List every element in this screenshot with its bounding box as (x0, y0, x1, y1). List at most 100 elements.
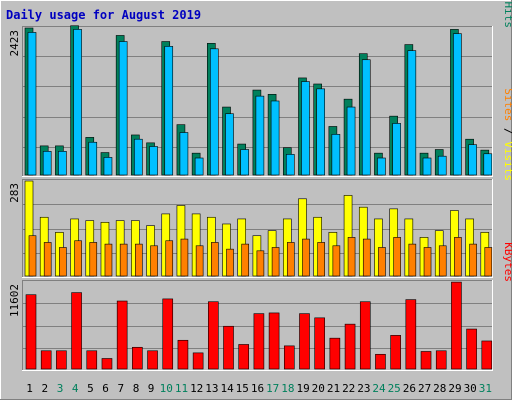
sites-bar (408, 243, 417, 277)
kbytes-bar (162, 298, 174, 370)
legend-entry: Sites (502, 88, 512, 121)
files-bar (42, 151, 52, 176)
sites-bar (119, 243, 128, 277)
x-axis-labels: 1 2 3 4 5 6 7 8 9 10 11 12 13 14 15 16 17 18 19 20 21 22 23 24 2… (26, 382, 492, 395)
files-bar (468, 144, 477, 176)
kbytes-bar (420, 351, 432, 370)
sites-bar (378, 247, 386, 277)
kbytes-bar (375, 353, 386, 370)
files-bar (331, 134, 341, 176)
sites-bar (469, 243, 477, 277)
files-bar (134, 138, 143, 176)
kbytes-bar (481, 340, 493, 370)
kbytes-bar (132, 346, 143, 370)
sites-bar (165, 240, 174, 277)
kbytes-bar (466, 328, 477, 370)
sites-bar (135, 243, 143, 277)
kbytes-bar (177, 339, 189, 370)
sites-bar (271, 247, 280, 277)
x-tick-label: 4 (72, 382, 79, 395)
x-tick-label: 2 (41, 382, 48, 395)
files-bar (346, 106, 356, 176)
kbytes-bar (40, 350, 52, 370)
x-tick-label: 23 (357, 382, 370, 395)
kbytes-bar (283, 345, 295, 370)
sites-bar (89, 242, 98, 277)
x-tick-label: 3 (57, 382, 64, 395)
x-tick-label: 26 (403, 382, 416, 395)
sites-bar (332, 245, 341, 277)
files-bar (301, 81, 310, 176)
x-tick-label: 30 (464, 382, 477, 395)
legend-entry: Hits (502, 2, 512, 29)
files-bar (225, 113, 234, 176)
sites-bar (241, 243, 250, 277)
panel-kbytes-ymax-label: 11602 (8, 284, 21, 317)
kbytes-bar (223, 325, 234, 370)
files-bar (392, 123, 401, 176)
x-tick-label: 17 (266, 382, 279, 395)
kbytes-bar (268, 312, 280, 370)
kbytes-bar (116, 300, 128, 370)
sites-bar (74, 240, 82, 277)
files-bar (179, 132, 189, 176)
sites-bar (59, 247, 67, 277)
legend-entry: / (502, 0, 512, 2)
kbytes-bar (390, 335, 401, 370)
files-bar (88, 141, 98, 176)
panel-visits-sites-ymax-label: 283 (8, 183, 21, 203)
x-tick-label: 11 (175, 382, 188, 395)
x-tick-label: 13 (205, 382, 218, 395)
kbytes-bar (56, 350, 67, 370)
chart-title: Daily usage for August 2019 (6, 8, 201, 22)
x-tick-label: 15 (236, 382, 249, 395)
panel-visits-sites-legend: Sites / Visits (502, 88, 512, 181)
sites-bar (484, 247, 493, 277)
files-bar (270, 100, 280, 176)
files-bar (453, 33, 462, 176)
files-bar (164, 46, 174, 176)
files-bar (377, 157, 386, 176)
chart-panels: 2423 Pages / Files / Hits 283 Sites / Visit… (8, 0, 512, 371)
kbytes-bar (299, 313, 310, 370)
x-tick-label: 21 (327, 382, 340, 395)
x-tick-label: 10 (160, 382, 173, 395)
sites-bar (423, 247, 432, 277)
x-tick-label: 18 (281, 382, 294, 395)
x-tick-label: 7 (117, 382, 124, 395)
files-bar (483, 153, 493, 176)
files-bar (407, 50, 417, 176)
sites-bar (43, 242, 52, 277)
files-bar (240, 149, 250, 176)
files-bar (422, 157, 432, 176)
files-bar (210, 48, 219, 176)
kbytes-bar (435, 350, 447, 370)
legend-entry: Visits (502, 141, 512, 181)
kbytes-bar (253, 313, 265, 370)
panel-kbytes-legend: KBytes (502, 242, 512, 282)
files-bar (118, 41, 128, 176)
files-bar (73, 29, 82, 176)
x-tick-label: 16 (251, 382, 264, 395)
kbytes-bar (147, 350, 158, 370)
files-bar (103, 157, 113, 176)
kbytes-bar (405, 299, 417, 370)
files-bar (194, 157, 204, 176)
files-bar (149, 146, 158, 176)
kbytes-bar (344, 323, 356, 370)
sites-bar (454, 237, 462, 277)
legend-entry: KBytes (502, 242, 512, 282)
sites-bar (150, 245, 158, 277)
files-bar (27, 32, 37, 176)
files-bar (255, 95, 265, 176)
files-bar (285, 154, 295, 176)
x-tick-label: 31 (479, 382, 492, 395)
kbytes-bar (329, 337, 341, 370)
panel-hits-files-ymax-label: 2423 (8, 30, 21, 57)
x-tick-label: 29 (448, 382, 461, 395)
files-bar (361, 59, 371, 176)
kbytes-bar (192, 352, 204, 370)
kbytes-bar (359, 301, 371, 370)
sites-bar (28, 235, 37, 277)
